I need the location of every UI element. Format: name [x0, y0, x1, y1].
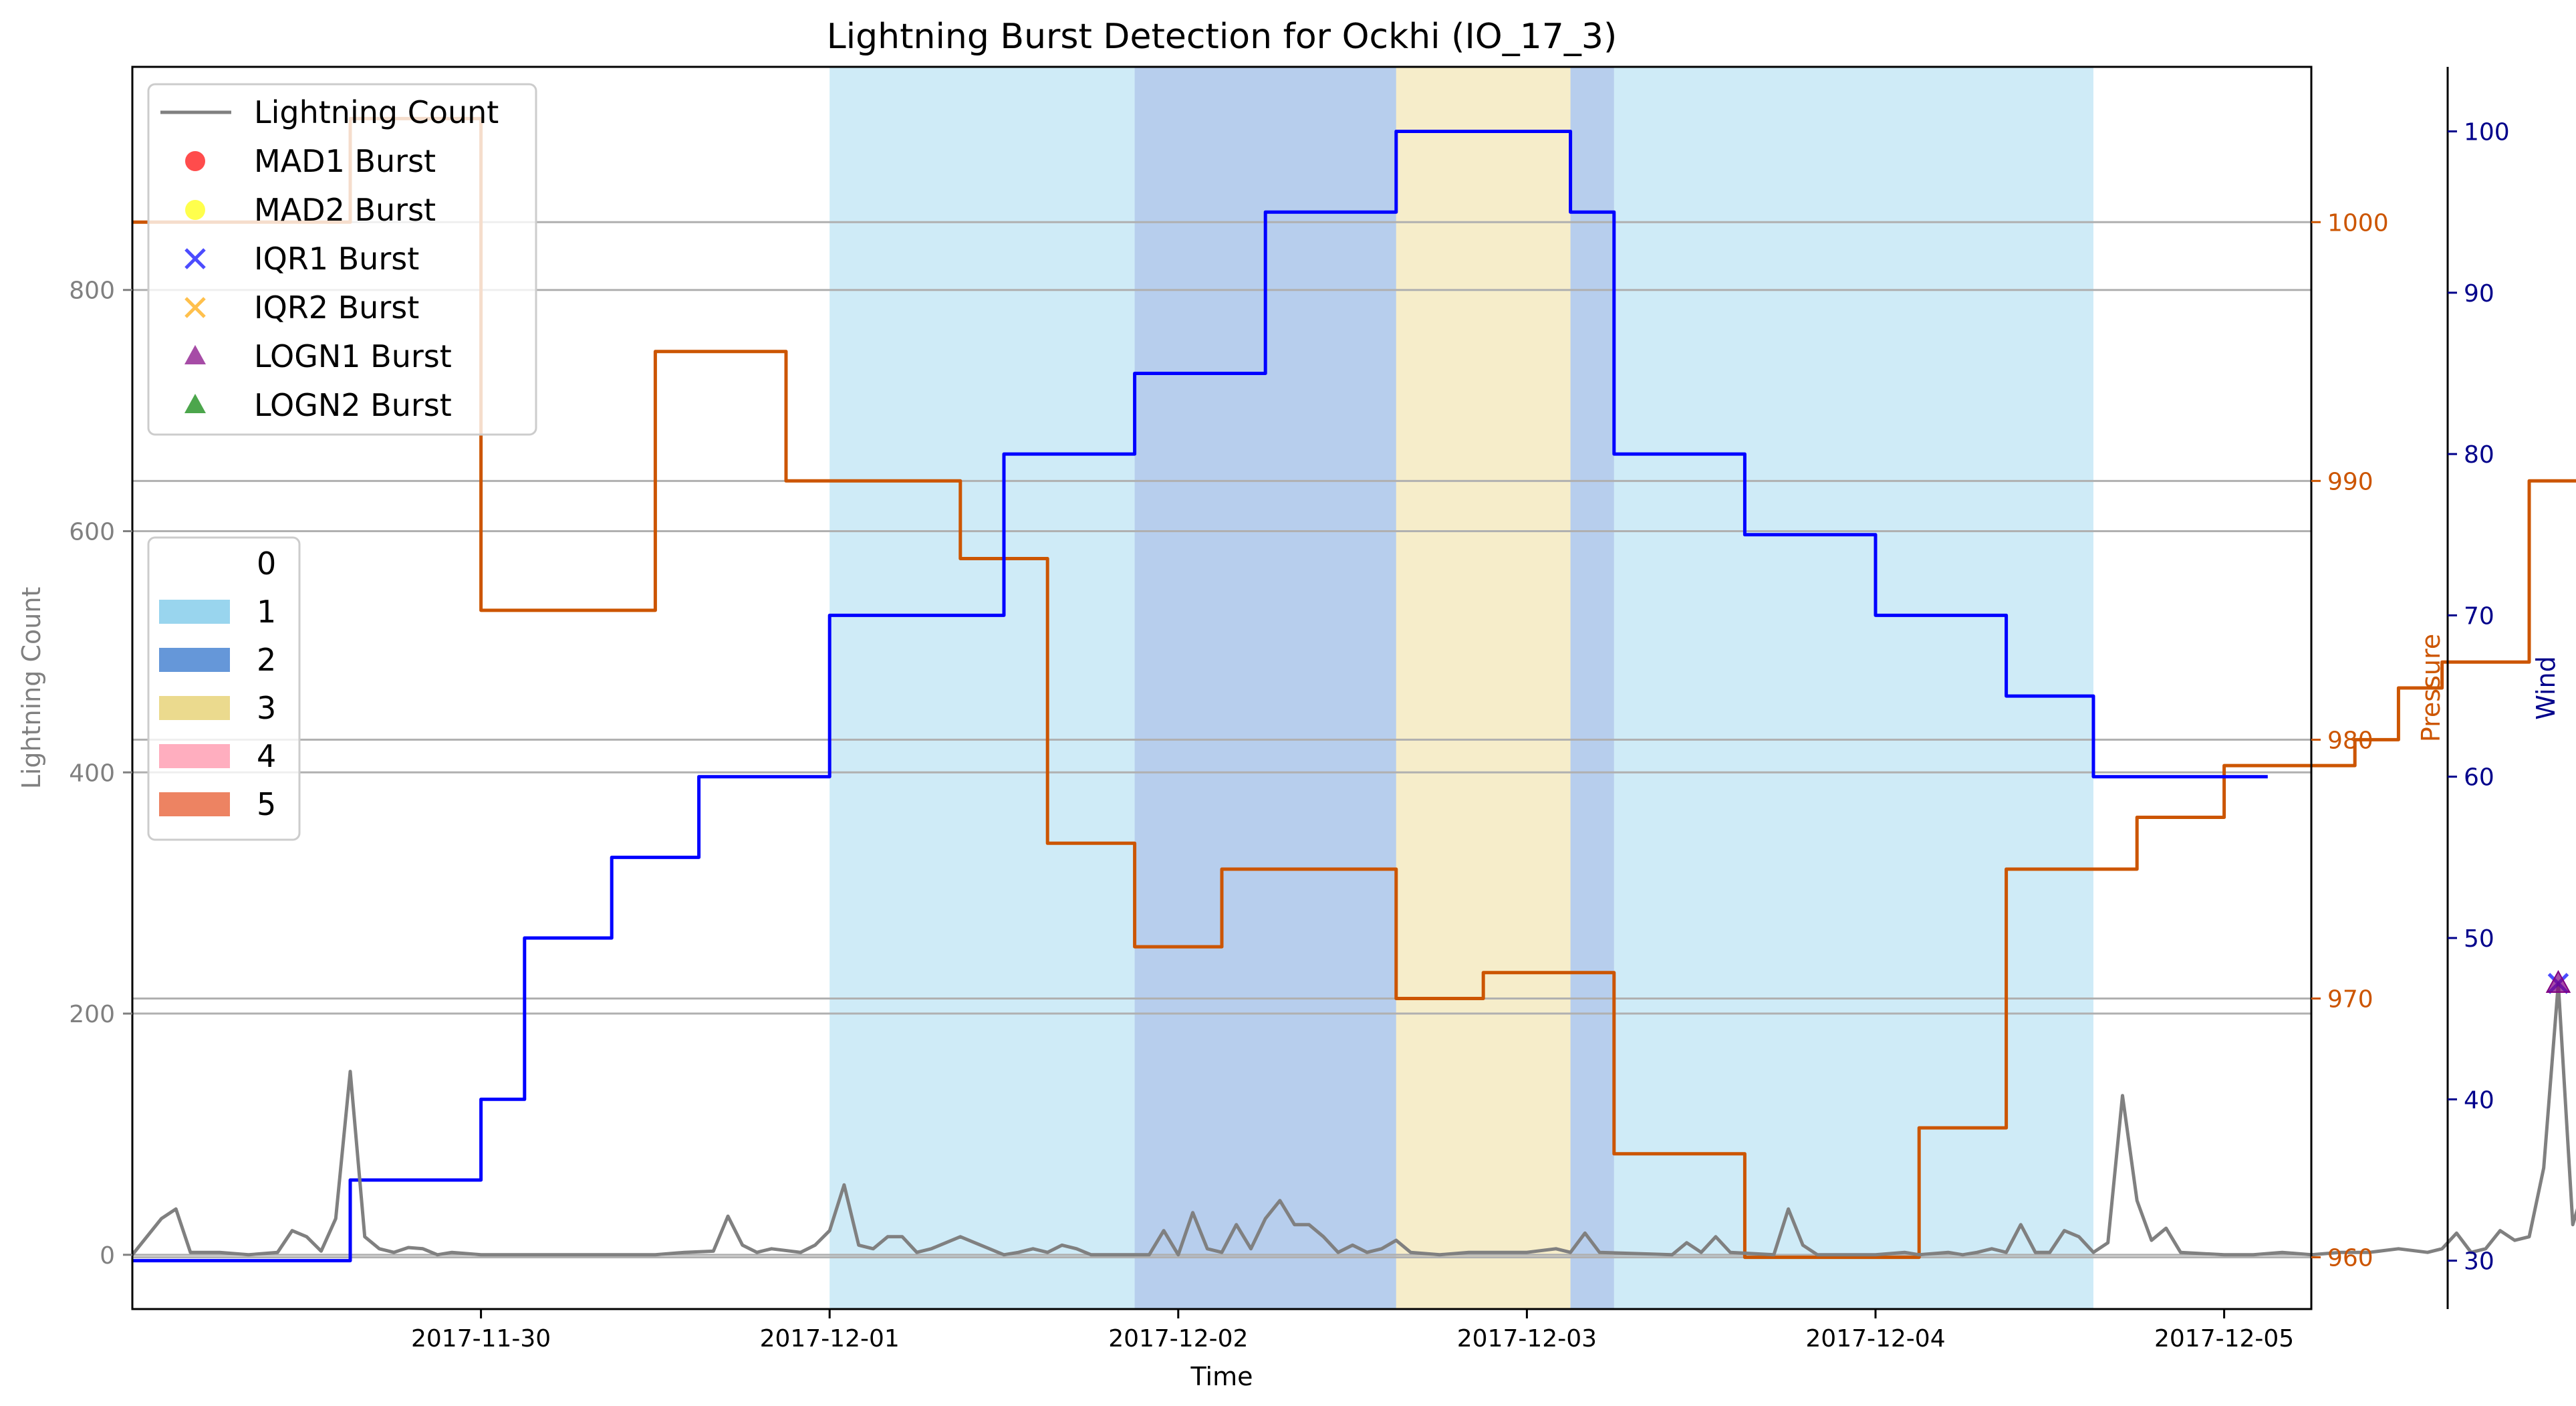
legend-circle-swatch: [185, 200, 205, 220]
wind-axis-tick-label: 90: [2464, 280, 2494, 308]
lightning-series: [131, 981, 2576, 1257]
x-axis-tick-label: 2017-12-01: [760, 1325, 900, 1353]
legend-category-label: 0: [257, 546, 276, 582]
category-spans: [829, 67, 2093, 1309]
wind-axis-tick-label: 60: [2464, 764, 2494, 792]
x-axis-tick-label: 2017-12-02: [1108, 1325, 1248, 1353]
chart-title: Lightning Burst Detection for Ockhi (IO_…: [827, 17, 1618, 57]
pressure-axis-tick-label: 960: [2327, 1245, 2373, 1272]
category-span-1: [829, 67, 1135, 1309]
burst-legend: Lightning Count MAD1 Burst MAD2 Burst IQR1 …: [147, 83, 537, 436]
x-axis-tick-label: 2017-12-03: [1457, 1325, 1597, 1353]
wind-axis-tick-label: 30: [2464, 1248, 2494, 1276]
legend-entry-label: MAD1 Burst: [254, 143, 436, 179]
category-span-3: [1396, 67, 1571, 1309]
legend-entry-label: IQR2 Burst: [254, 289, 419, 326]
legend-swatch-1: [159, 600, 230, 624]
category-span-1: [1614, 67, 2093, 1309]
legend-entry-label: LOGN2 Burst: [254, 387, 452, 423]
legend-circle-swatch: [185, 151, 205, 171]
legend-category-label: 4: [257, 738, 276, 774]
legend-swatch-0: [159, 552, 230, 576]
wind-axis-tick-label: 80: [2464, 441, 2494, 469]
wind-axis-tick-label: 40: [2464, 1086, 2494, 1114]
wind-axis-tick-label: 100: [2464, 119, 2510, 146]
wind-axis-tick-label: 50: [2464, 925, 2494, 953]
pressure-axis-tick-label: 1000: [2327, 209, 2389, 237]
pressure-axis-tick-label: 970: [2327, 986, 2373, 1014]
legend-triangle-swatch: [184, 394, 206, 413]
left-axis-tick-label: 800: [69, 277, 115, 305]
legend-entry-label: IQR1 Burst: [254, 241, 419, 277]
legend-category-label: 3: [257, 690, 276, 726]
left-axis-tick-label: 200: [69, 1001, 115, 1028]
series-line-lightning-count: [131, 981, 2576, 1257]
legend-entry-label: MAD2 Burst: [254, 192, 436, 228]
x-axis-tick-label: 2017-12-05: [2154, 1325, 2294, 1353]
axes: 0200400600800960970980990100030405060708…: [69, 67, 2510, 1353]
left-axis-tick-label: 600: [69, 518, 115, 546]
legend-category-label: 1: [257, 594, 276, 630]
series-line-wind: [132, 130, 2268, 1263]
pressure-series: [132, 116, 2576, 1260]
x-axis-tick-label: 2017-12-04: [1805, 1325, 1945, 1353]
left-axis-tick-label: 400: [69, 759, 115, 787]
legend-triangle-swatch: [184, 345, 206, 364]
legend-swatch-5: [159, 792, 230, 816]
x-axis-label: Time: [1190, 1362, 1253, 1391]
x-axis-tick-label: 2017-11-30: [411, 1325, 551, 1353]
legend-x-swatch: [184, 297, 206, 318]
wind-axis-tick-label: 70: [2464, 602, 2494, 630]
legend-entry-label: LOGN1 Burst: [254, 338, 452, 374]
pressure-axis-tick-label: 990: [2327, 468, 2373, 495]
legend-swatch-2: [159, 648, 230, 672]
legend-swatch-3: [159, 696, 230, 720]
wind-series: [132, 130, 2268, 1263]
legend-category-label: 2: [257, 642, 276, 678]
legend-entry-label: Lightning Count: [254, 94, 499, 130]
legend-swatch-4: [159, 744, 230, 768]
series-line-pressure: [132, 116, 2576, 1260]
plot-frame: [131, 66, 2313, 1310]
burst-markers: [2545, 969, 2571, 994]
category-span-2: [1570, 67, 1614, 1309]
left-axis-tick-label: 0: [100, 1242, 115, 1270]
wind-axis-label: Wind: [2531, 656, 2561, 720]
legend-x-swatch: [184, 248, 206, 269]
burst-legend-frame: [147, 83, 537, 436]
category-legend: 0 1 2 3 4 5: [147, 536, 301, 841]
pressure-axis-tick-label: 980: [2327, 727, 2373, 754]
burst-marker-logn1: [2545, 969, 2571, 993]
left-axis-label: Lightning Count: [17, 587, 46, 790]
legend-category-label: 5: [257, 786, 276, 822]
pressure-axis-label: Pressure: [2416, 634, 2446, 742]
